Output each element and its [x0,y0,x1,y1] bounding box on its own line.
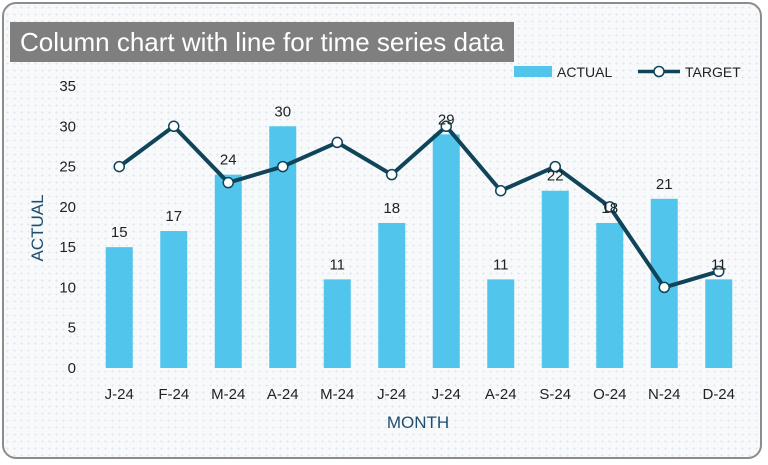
x-tick-label: J-24 [377,386,406,403]
bar-data-label: 21 [656,176,673,193]
bar-data-label: 22 [547,168,564,185]
y-tick-label: 35 [59,78,76,95]
legend-marker-target [653,65,665,78]
bar-actual [596,222,624,368]
bar-data-label: 11 [493,256,509,273]
target-point [549,160,561,173]
x-axis: J-24 F-24 M-24 A-24 M-24 J-24 J-24 A-24 S-24 O-24… [105,386,735,403]
x-tick-label: M-24 [320,386,354,403]
chart-title: Column chart with line for time series d… [10,22,515,62]
target-point [440,120,452,133]
bar-actual [323,279,351,368]
bar-data-label: 15 [111,224,128,241]
target-point [168,120,180,133]
bar-data-label: 18 [383,200,400,217]
x-tick-label: J-24 [432,386,461,403]
target-point [713,265,725,278]
y-tick-label: 5 [68,320,76,337]
target-line [118,124,720,290]
x-tick-label: D-24 [702,386,735,403]
target-point [331,136,343,149]
bar-data-label: 11 [329,256,345,273]
bar-data-label: 18 [601,200,618,217]
target-point [386,168,398,181]
x-tick-label: N-24 [648,386,681,403]
target-point [222,176,234,189]
x-tick-label: O-24 [593,386,626,403]
x-tick-label: F-24 [158,386,189,403]
y-tick-label: 0 [68,360,76,377]
bar-data-label: 29 [438,111,455,128]
bar-actual [705,279,733,368]
bar-actual [160,231,188,368]
bar-actual [432,134,460,368]
bar-actual [487,279,515,368]
x-tick-label: S-24 [539,386,571,403]
y-tick-label: 25 [59,159,76,176]
y-axis: 0 5 10 15 20 25 30 35 [59,78,76,377]
bar-actual [541,190,569,368]
legend-label-actual: ACTUAL [557,64,612,80]
bar-data-label: 11 [711,256,727,273]
bar-actual [378,222,406,368]
bar-actual [214,174,242,368]
target-point [658,281,670,294]
x-tick-label: A-24 [267,386,299,403]
y-tick-label: 10 [59,279,76,296]
target-point [495,184,507,197]
y-tick-label: 15 [59,239,76,256]
bar-actual [105,247,133,368]
x-tick-label: J-24 [105,386,134,403]
y-tick-label: 20 [59,199,76,216]
target-point [277,160,289,173]
target-point [113,160,125,173]
data-labels-group: 15 17 24 30 11 18 29 11 22 18 21 11 [111,103,727,273]
x-tick-label: A-24 [485,386,517,403]
bar-data-label: 17 [165,208,182,225]
y-tick-label: 30 [59,118,76,135]
target-point [604,201,616,213]
y-axis-title: ACTUAL [28,194,47,261]
legend: ACTUAL TARGET [514,64,741,80]
legend-label-target: TARGET [685,64,741,80]
x-axis-title: MONTH [387,413,449,432]
legend-swatch-actual [514,66,552,77]
bar-data-label: 30 [274,103,291,120]
x-tick-label: M-24 [211,386,245,403]
bar-data-label: 24 [220,152,237,169]
target-line-group [113,120,725,294]
